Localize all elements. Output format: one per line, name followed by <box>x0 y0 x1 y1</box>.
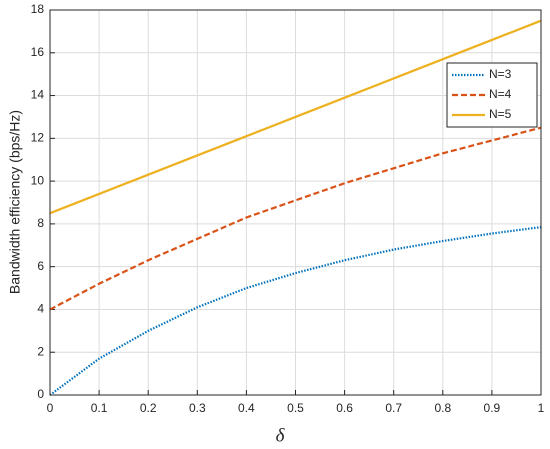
y-tick-label: 0 <box>37 387 44 401</box>
x-axis-label: δ <box>276 425 286 446</box>
x-tick-label: 0.3 <box>189 401 206 415</box>
x-tick-label: 1 <box>538 401 545 415</box>
y-tick-label: 16 <box>31 45 45 59</box>
y-tick-label: 12 <box>31 131 45 145</box>
series-line <box>49 126 542 311</box>
y-tick-label: 4 <box>37 302 44 316</box>
x-tick-label: 0.6 <box>336 401 353 415</box>
series-line <box>49 226 542 396</box>
x-tick-label: 0.9 <box>484 401 501 415</box>
x-tick-label: 0 <box>47 401 54 415</box>
y-tick-label: 8 <box>37 216 44 230</box>
y-axis-label: Bandwidth efficiency (bps/Hz) <box>7 110 23 294</box>
legend: N=3 N=4 N=5 <box>446 62 538 128</box>
y-tick-label: 6 <box>37 259 44 273</box>
y-tick-label: 18 <box>31 2 45 16</box>
x-tick-label: 0.1 <box>91 401 108 415</box>
x-tick-label: 0.4 <box>238 401 255 415</box>
plot-frame <box>49 9 542 396</box>
series-line <box>49 19 542 215</box>
x-tick-label: 0.5 <box>287 401 304 415</box>
y-tick-label: 14 <box>31 88 45 102</box>
x-tick-label: 0.8 <box>434 401 451 415</box>
y-tick-label: 2 <box>37 344 44 358</box>
x-tick-label: 0.7 <box>385 401 402 415</box>
legend-label: N=3 <box>489 67 512 81</box>
x-tick-label: 0.2 <box>140 401 157 415</box>
legend-label: N=4 <box>489 87 512 101</box>
y-tick-label: 10 <box>31 173 45 187</box>
legend-label: N=5 <box>489 107 512 121</box>
